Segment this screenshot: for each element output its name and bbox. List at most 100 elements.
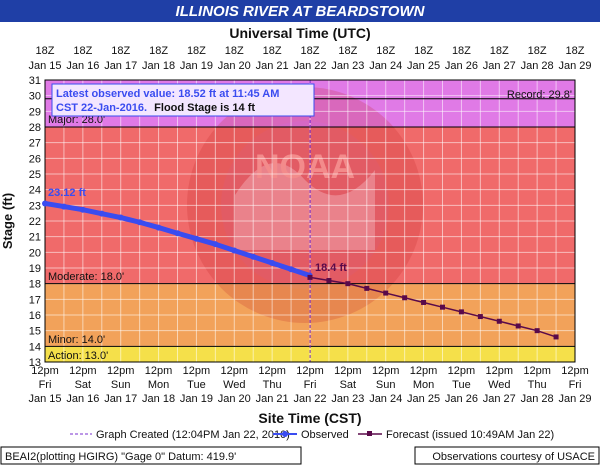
x-bottom-tick-day: Mon xyxy=(148,379,169,391)
y-tick-label: 23 xyxy=(29,200,41,212)
x-bottom-tick-time: 12pm xyxy=(145,365,173,377)
legend: Graph Created (12:04PM Jan 22, 2016) Obs… xyxy=(70,429,554,441)
x-top-tick-time: 18Z xyxy=(73,45,92,57)
x-bottom-tick-date: Jan 29 xyxy=(558,393,591,405)
x-bottom-tick-day: Fri xyxy=(304,379,317,391)
svg-text:NOAA: NOAA xyxy=(255,148,355,186)
observed-point xyxy=(250,253,257,260)
y-tick-label: 19 xyxy=(29,263,41,275)
x-top-tick-time: 18Z xyxy=(225,45,244,57)
forecast-point xyxy=(364,285,370,291)
observed-point xyxy=(42,200,48,207)
x-bottom-tick-date: Jan 21 xyxy=(256,393,289,405)
y-tick-label: 16 xyxy=(29,310,41,322)
x-bottom-tick-time: 12pm xyxy=(410,365,438,377)
record-label: Record: 29.8' xyxy=(507,89,572,101)
forecast-point xyxy=(440,304,445,310)
x-bottom-tick-time: 12pm xyxy=(448,365,476,377)
x-top-tick-date: Jan 25 xyxy=(407,60,440,72)
legend-observed: Observed xyxy=(301,429,349,441)
x-top-tick-time: 18Z xyxy=(187,45,206,57)
observed-point xyxy=(174,230,181,237)
x-bottom-tick-date: Jan 23 xyxy=(331,393,364,405)
chart-title: ILLINOIS RIVER AT BEARDSTOWN xyxy=(176,3,426,20)
x-bottom-tick-time: 12pm xyxy=(31,365,59,377)
x-top-tick-date: Jan 16 xyxy=(66,60,99,72)
x-top-tick-time: 18Z xyxy=(528,45,547,57)
observed-point xyxy=(193,235,200,242)
x-bottom-tick-day: Sat xyxy=(75,379,92,391)
x-bottom-tick-date: Jan 28 xyxy=(521,393,554,405)
legend-created: Graph Created (12:04PM Jan 22, 2016) xyxy=(96,429,290,441)
moderate-label: Moderate: 18.0' xyxy=(48,271,124,283)
y-tick-label: 22 xyxy=(29,216,41,228)
x-bottom-tick-time: 12pm xyxy=(258,365,286,377)
forecast-point xyxy=(458,309,464,315)
x-bottom-tick-date: Jan 22 xyxy=(293,393,326,405)
y-tick-label: 18 xyxy=(29,279,41,291)
x-top-tick-date: Jan 22 xyxy=(293,60,326,72)
x-bottom-tick-date: Jan 16 xyxy=(66,393,99,405)
y-tick-label: 30 xyxy=(29,91,41,103)
legend-forecast: Forecast (issued 10:49AM Jan 22) xyxy=(386,429,554,441)
x-axis-title: Site Time (CST) xyxy=(258,410,361,426)
x-bottom-tick-date: Jan 19 xyxy=(180,393,213,405)
footer-right-box xyxy=(414,446,600,465)
x-bottom-tick-time: 12pm xyxy=(69,365,97,377)
x-top-tick-time: 18Z xyxy=(149,45,168,57)
x-top-tick-date: Jan 20 xyxy=(218,60,251,72)
x-bottom-tick-day: Sun xyxy=(376,379,396,391)
svg-text:CST 22-Jan-2016. Flood S: CST 22-Jan-2016. Flood Stage is 14 ft xyxy=(56,102,255,114)
x-bottom-tick-time: 12pm xyxy=(372,365,400,377)
y-tick-label: 26 xyxy=(29,153,41,165)
y-axis-title: Stage (ft) xyxy=(0,193,15,249)
x-top-tick-date: Jan 23 xyxy=(331,60,364,72)
y-tick-label: 27 xyxy=(29,138,41,150)
forecast-point xyxy=(477,314,483,320)
y-tick-label: 29 xyxy=(29,106,41,118)
x-top-tick-date: Jan 21 xyxy=(256,60,289,72)
x-bottom-tick-date: Jan 24 xyxy=(369,393,402,405)
latest-value-annotation: Latest observed value: 18.52 ft at 11:45… xyxy=(51,83,315,117)
x-bottom-tick-day: Fri xyxy=(39,379,52,391)
y-tick-label: 24 xyxy=(29,185,41,197)
annotation-line2: CST 22-Jan-2016. xyxy=(56,102,147,114)
x-bottom-tick-date: Jan 17 xyxy=(104,393,137,405)
x-bottom-tick-time: 12pm xyxy=(523,365,551,377)
title-bar xyxy=(0,0,600,22)
y-tick-labels: 13 14 15 16 17 18 19 20 21 22 23 24 25 26 27 28 29 30 31 xyxy=(29,75,41,369)
observed-point xyxy=(136,219,143,226)
x-bottom-tick-time: 12pm xyxy=(296,365,324,377)
major-label: Major: 28.0' xyxy=(48,114,105,126)
utc-axis-title: Universal Time (UTC) xyxy=(229,25,370,41)
forecast-point xyxy=(402,295,408,301)
x-top-tick-date: Jan 24 xyxy=(369,60,402,72)
forecast-point xyxy=(307,274,313,280)
x-bottom-tick-time: 12pm xyxy=(486,365,514,377)
x-bottom-tick-day: Sun xyxy=(111,379,131,391)
x-bottom-tick-day: Wed xyxy=(488,379,510,391)
x-top-tick-date: Jan 17 xyxy=(104,60,137,72)
x-bottom-tick-day: Wed xyxy=(223,379,245,391)
footer-datum: BEAI2(plotting HGIRG) "Gage 0" Datum: 41… xyxy=(5,451,236,463)
x-bottom-tick-date: Jan 26 xyxy=(445,393,478,405)
observed-point xyxy=(79,206,86,213)
x-top-tick-time: 18Z xyxy=(36,45,55,57)
x-bottom-tick-time: 12pm xyxy=(221,365,249,377)
action-label: Action: 13.0' xyxy=(48,350,108,362)
x-bottom-tick-day: Tue xyxy=(187,379,206,391)
observed-point xyxy=(60,203,67,210)
x-bottom-tick-day: Mon xyxy=(413,379,434,391)
forecast-start-label: 18.4 ft xyxy=(315,262,347,274)
x-top-tick-date: Jan 19 xyxy=(180,60,213,72)
forecast-point xyxy=(326,278,332,284)
x-top-tick-time: 18Z xyxy=(376,45,395,57)
observed-point xyxy=(155,224,162,231)
forecast-point xyxy=(421,299,427,305)
observed-point xyxy=(231,247,238,254)
footer-left-box xyxy=(0,446,302,465)
y-tick-label: 20 xyxy=(29,247,41,259)
x-bottom-tick-day: Fri xyxy=(569,379,582,391)
